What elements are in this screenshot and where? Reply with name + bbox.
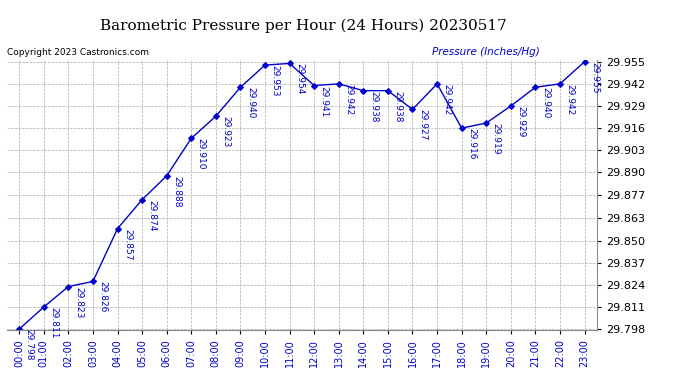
Text: 29.826: 29.826 bbox=[99, 282, 108, 313]
Text: 29.955: 29.955 bbox=[590, 62, 599, 93]
Text: 29.940: 29.940 bbox=[541, 87, 550, 118]
Text: 29.942: 29.942 bbox=[566, 84, 575, 115]
Text: 29.953: 29.953 bbox=[270, 65, 279, 97]
Text: 29.857: 29.857 bbox=[123, 229, 132, 260]
Text: 29.942: 29.942 bbox=[344, 84, 353, 115]
Text: 29.938: 29.938 bbox=[393, 91, 402, 122]
Text: Pressure (Inches/Hg): Pressure (Inches/Hg) bbox=[432, 47, 540, 57]
Text: Copyright 2023 Castronics.com: Copyright 2023 Castronics.com bbox=[7, 48, 149, 57]
Text: 29.919: 29.919 bbox=[492, 123, 501, 154]
Text: 29.811: 29.811 bbox=[49, 307, 59, 339]
Text: 29.927: 29.927 bbox=[418, 110, 427, 141]
Text: 29.929: 29.929 bbox=[516, 106, 525, 137]
Text: 29.888: 29.888 bbox=[172, 176, 181, 207]
Text: 29.916: 29.916 bbox=[467, 128, 476, 160]
Text: 29.910: 29.910 bbox=[197, 138, 206, 170]
Text: 29.923: 29.923 bbox=[221, 116, 230, 148]
Text: Barometric Pressure per Hour (24 Hours) 20230517: Barometric Pressure per Hour (24 Hours) … bbox=[100, 19, 507, 33]
Text: 29.938: 29.938 bbox=[369, 91, 378, 122]
Text: 29.823: 29.823 bbox=[74, 286, 83, 318]
Text: 29.940: 29.940 bbox=[246, 87, 255, 118]
Text: 29.874: 29.874 bbox=[148, 200, 157, 231]
Text: 29.941: 29.941 bbox=[319, 86, 328, 117]
Text: 29.954: 29.954 bbox=[295, 63, 304, 95]
Text: 29.942: 29.942 bbox=[442, 84, 452, 115]
Text: 29.798: 29.798 bbox=[25, 329, 34, 361]
